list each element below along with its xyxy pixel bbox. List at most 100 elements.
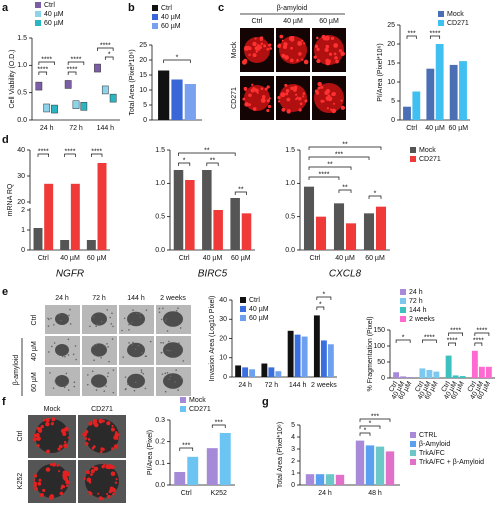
significance-bracket: [178, 162, 191, 166]
y-tick-label: 1: [291, 470, 295, 477]
bar: [335, 474, 345, 485]
speckle: [67, 389, 70, 391]
significance-label: ****: [476, 327, 487, 334]
legend-label: 40 µM: [249, 306, 269, 313]
speckle: [266, 47, 270, 51]
speckle: [49, 463, 53, 466]
speckle: [317, 92, 320, 95]
speckle: [92, 422, 95, 425]
bar: [206, 448, 218, 485]
speckle: [63, 386, 66, 389]
significance-bracket: [67, 61, 85, 65]
speckle: [277, 44, 282, 48]
speckle: [94, 422, 99, 428]
speckle: [252, 107, 257, 111]
legend-swatch: [400, 289, 406, 295]
bar: [407, 377, 414, 378]
speckle: [164, 320, 167, 322]
speckle: [64, 440, 67, 444]
column-label: 60 µM: [319, 18, 339, 25]
speckle: [298, 52, 302, 56]
speckle: [254, 37, 257, 40]
bar: [275, 371, 282, 377]
speckle: [103, 390, 106, 392]
significance-bracket: [474, 342, 483, 346]
y-tick-label: 40: [219, 297, 227, 304]
bar: [459, 376, 466, 378]
bar: [174, 472, 186, 485]
speckle: [303, 59, 309, 65]
bar: [433, 371, 440, 378]
speckle: [145, 355, 148, 357]
x-tick-label: Ctrl: [467, 380, 479, 393]
bar: [426, 370, 433, 378]
speckle: [334, 56, 338, 60]
bar: [412, 91, 421, 120]
speckle: [297, 41, 303, 46]
legend-label: Ctrl: [44, 2, 55, 9]
speckle: [175, 369, 177, 371]
speckle: [131, 321, 133, 324]
speckle: [259, 38, 263, 42]
speckle: [280, 92, 286, 97]
column-label: 144 h: [127, 295, 145, 302]
speckle: [164, 372, 167, 375]
axis-break: [27, 204, 33, 208]
bar: [158, 70, 170, 120]
significance-label: *: [108, 51, 111, 58]
speckle: [175, 309, 178, 312]
speckle: [325, 88, 331, 94]
bar: [171, 79, 183, 120]
speckle: [93, 359, 95, 362]
speckle: [301, 39, 304, 42]
x-tick-label: 72 h: [265, 382, 279, 389]
y-axis-label: PI/Area (Pixel): [147, 430, 154, 475]
speckle: [168, 378, 171, 381]
speckle: [248, 53, 251, 57]
speckle: [61, 355, 64, 358]
y-tick-label: 1.5: [285, 147, 295, 154]
speckle: [95, 343, 98, 346]
bar: [435, 44, 444, 120]
legend-label: TrkA/FC: [419, 450, 445, 457]
speckle: [68, 314, 70, 317]
spheroid: [55, 313, 69, 325]
y-tick-label: 15: [139, 72, 147, 79]
speckle: [51, 417, 56, 422]
spheroid: [91, 374, 107, 388]
legend-swatch: [35, 2, 41, 8]
speckle: [37, 481, 42, 486]
speckle: [242, 97, 246, 101]
speckle: [177, 307, 179, 309]
speckle: [266, 99, 271, 103]
significance-label: ****: [430, 30, 441, 37]
speckle: [340, 99, 343, 102]
speckle: [58, 470, 61, 473]
speckle: [125, 387, 127, 390]
speckle: [37, 428, 43, 433]
significance-bracket: [38, 61, 55, 65]
panel-letter: c: [218, 2, 224, 14]
speckle: [139, 312, 141, 315]
speckle: [75, 358, 77, 361]
speckle: [268, 97, 271, 100]
speckle: [142, 372, 145, 375]
speckle: [303, 42, 306, 45]
significance-bracket: [316, 296, 332, 300]
y-tick-label: 20: [139, 57, 147, 64]
spheroid: [163, 342, 183, 358]
speckle: [84, 437, 88, 440]
significance-bracket: [474, 332, 490, 336]
speckle: [132, 309, 134, 311]
speckle: [254, 88, 259, 93]
speckle: [89, 325, 91, 328]
speckle: [317, 86, 321, 90]
speckle: [110, 323, 113, 325]
row-label: CD271: [231, 87, 238, 109]
speckle: [109, 316, 111, 319]
speckle: [111, 424, 114, 428]
significance-label: ****: [424, 334, 435, 341]
speckle: [263, 44, 267, 48]
speckle: [320, 85, 324, 89]
speckle: [87, 374, 89, 376]
